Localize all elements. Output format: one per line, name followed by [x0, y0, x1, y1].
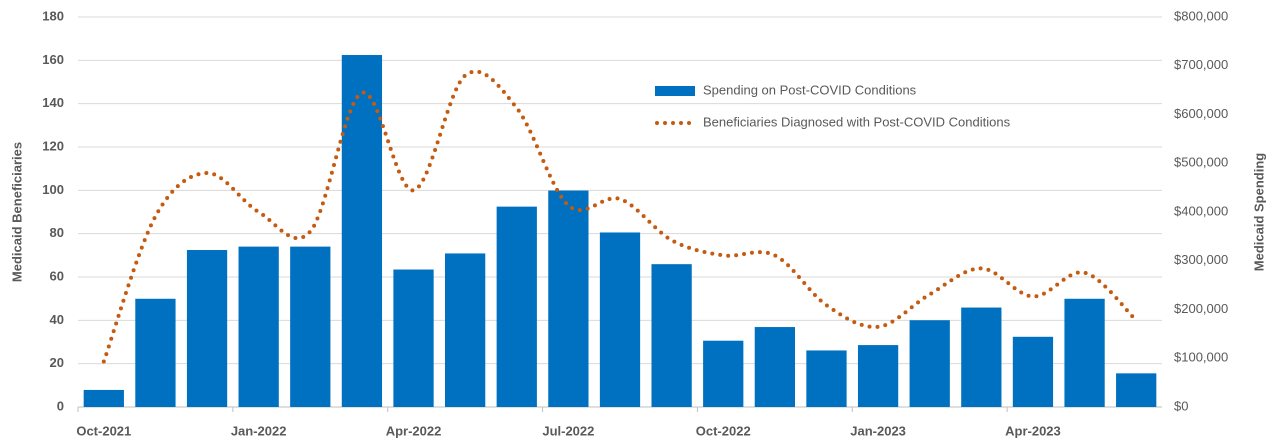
- bar: [290, 246, 331, 407]
- y2-tick-label: $800,000: [1174, 8, 1228, 23]
- y2-tick-label: $200,000: [1174, 301, 1228, 316]
- bar: [135, 298, 176, 407]
- x-tick-label: Oct-2022: [696, 423, 751, 438]
- bar: [83, 389, 124, 407]
- y-tick-label: 40: [50, 312, 64, 327]
- bar: [548, 190, 589, 407]
- y-tick-label: 160: [42, 52, 64, 67]
- bar: [341, 55, 383, 408]
- x-tick-label: Oct-2021: [76, 423, 131, 438]
- bar: [703, 340, 744, 407]
- y-tick-label: 120: [42, 138, 64, 153]
- legend-swatch: [655, 86, 695, 96]
- y2-tick-label: $100,000: [1174, 350, 1228, 365]
- y-tick-label: 20: [50, 355, 64, 370]
- bar: [393, 269, 434, 407]
- bar: [651, 264, 692, 407]
- legend-label: Beneficiaries Diagnosed with Post-COVID …: [703, 114, 1011, 129]
- y2-axis-label: Medicaid Spending: [1251, 153, 1266, 272]
- y-tick-label: 140: [42, 95, 64, 110]
- y-tick-label: 80: [50, 225, 64, 240]
- y-axis-label: Medicaid Beneficiaries: [9, 142, 24, 282]
- y2-tick-label: $500,000: [1174, 155, 1228, 170]
- x-tick-label: Jan-2022: [231, 423, 287, 438]
- y-tick-label: 100: [42, 182, 64, 197]
- bar: [909, 320, 950, 407]
- bar: [806, 350, 847, 407]
- bar: [857, 345, 899, 407]
- x-tick-label: Apr-2023: [1005, 423, 1061, 438]
- x-tick-label: Apr-2022: [386, 423, 442, 438]
- x-tick-label: Jan-2023: [850, 423, 906, 438]
- bar: [961, 307, 1002, 407]
- bar: [1012, 336, 1054, 407]
- y-tick-label: 0: [57, 398, 64, 413]
- line: [101, 69, 1139, 364]
- y2-tick-label: $400,000: [1174, 203, 1228, 218]
- y2-tick-label: $300,000: [1174, 252, 1228, 267]
- bar: [599, 232, 641, 407]
- y2-tick-label: $700,000: [1174, 57, 1228, 72]
- legend-label: Spending on Post-COVID Conditions: [703, 82, 917, 97]
- bar: [1064, 298, 1105, 407]
- bar: [1116, 373, 1157, 407]
- bar: [186, 250, 228, 407]
- bar: [238, 246, 279, 407]
- y-tick-label: 180: [42, 8, 64, 23]
- y2-tick-label: $0: [1174, 398, 1188, 413]
- y-tick-label: 60: [50, 268, 64, 283]
- bar: [754, 327, 795, 407]
- y2-tick-label: $600,000: [1174, 106, 1228, 121]
- x-tick-label: Jul-2022: [542, 423, 594, 438]
- bar: [496, 206, 537, 407]
- bar: [445, 253, 486, 407]
